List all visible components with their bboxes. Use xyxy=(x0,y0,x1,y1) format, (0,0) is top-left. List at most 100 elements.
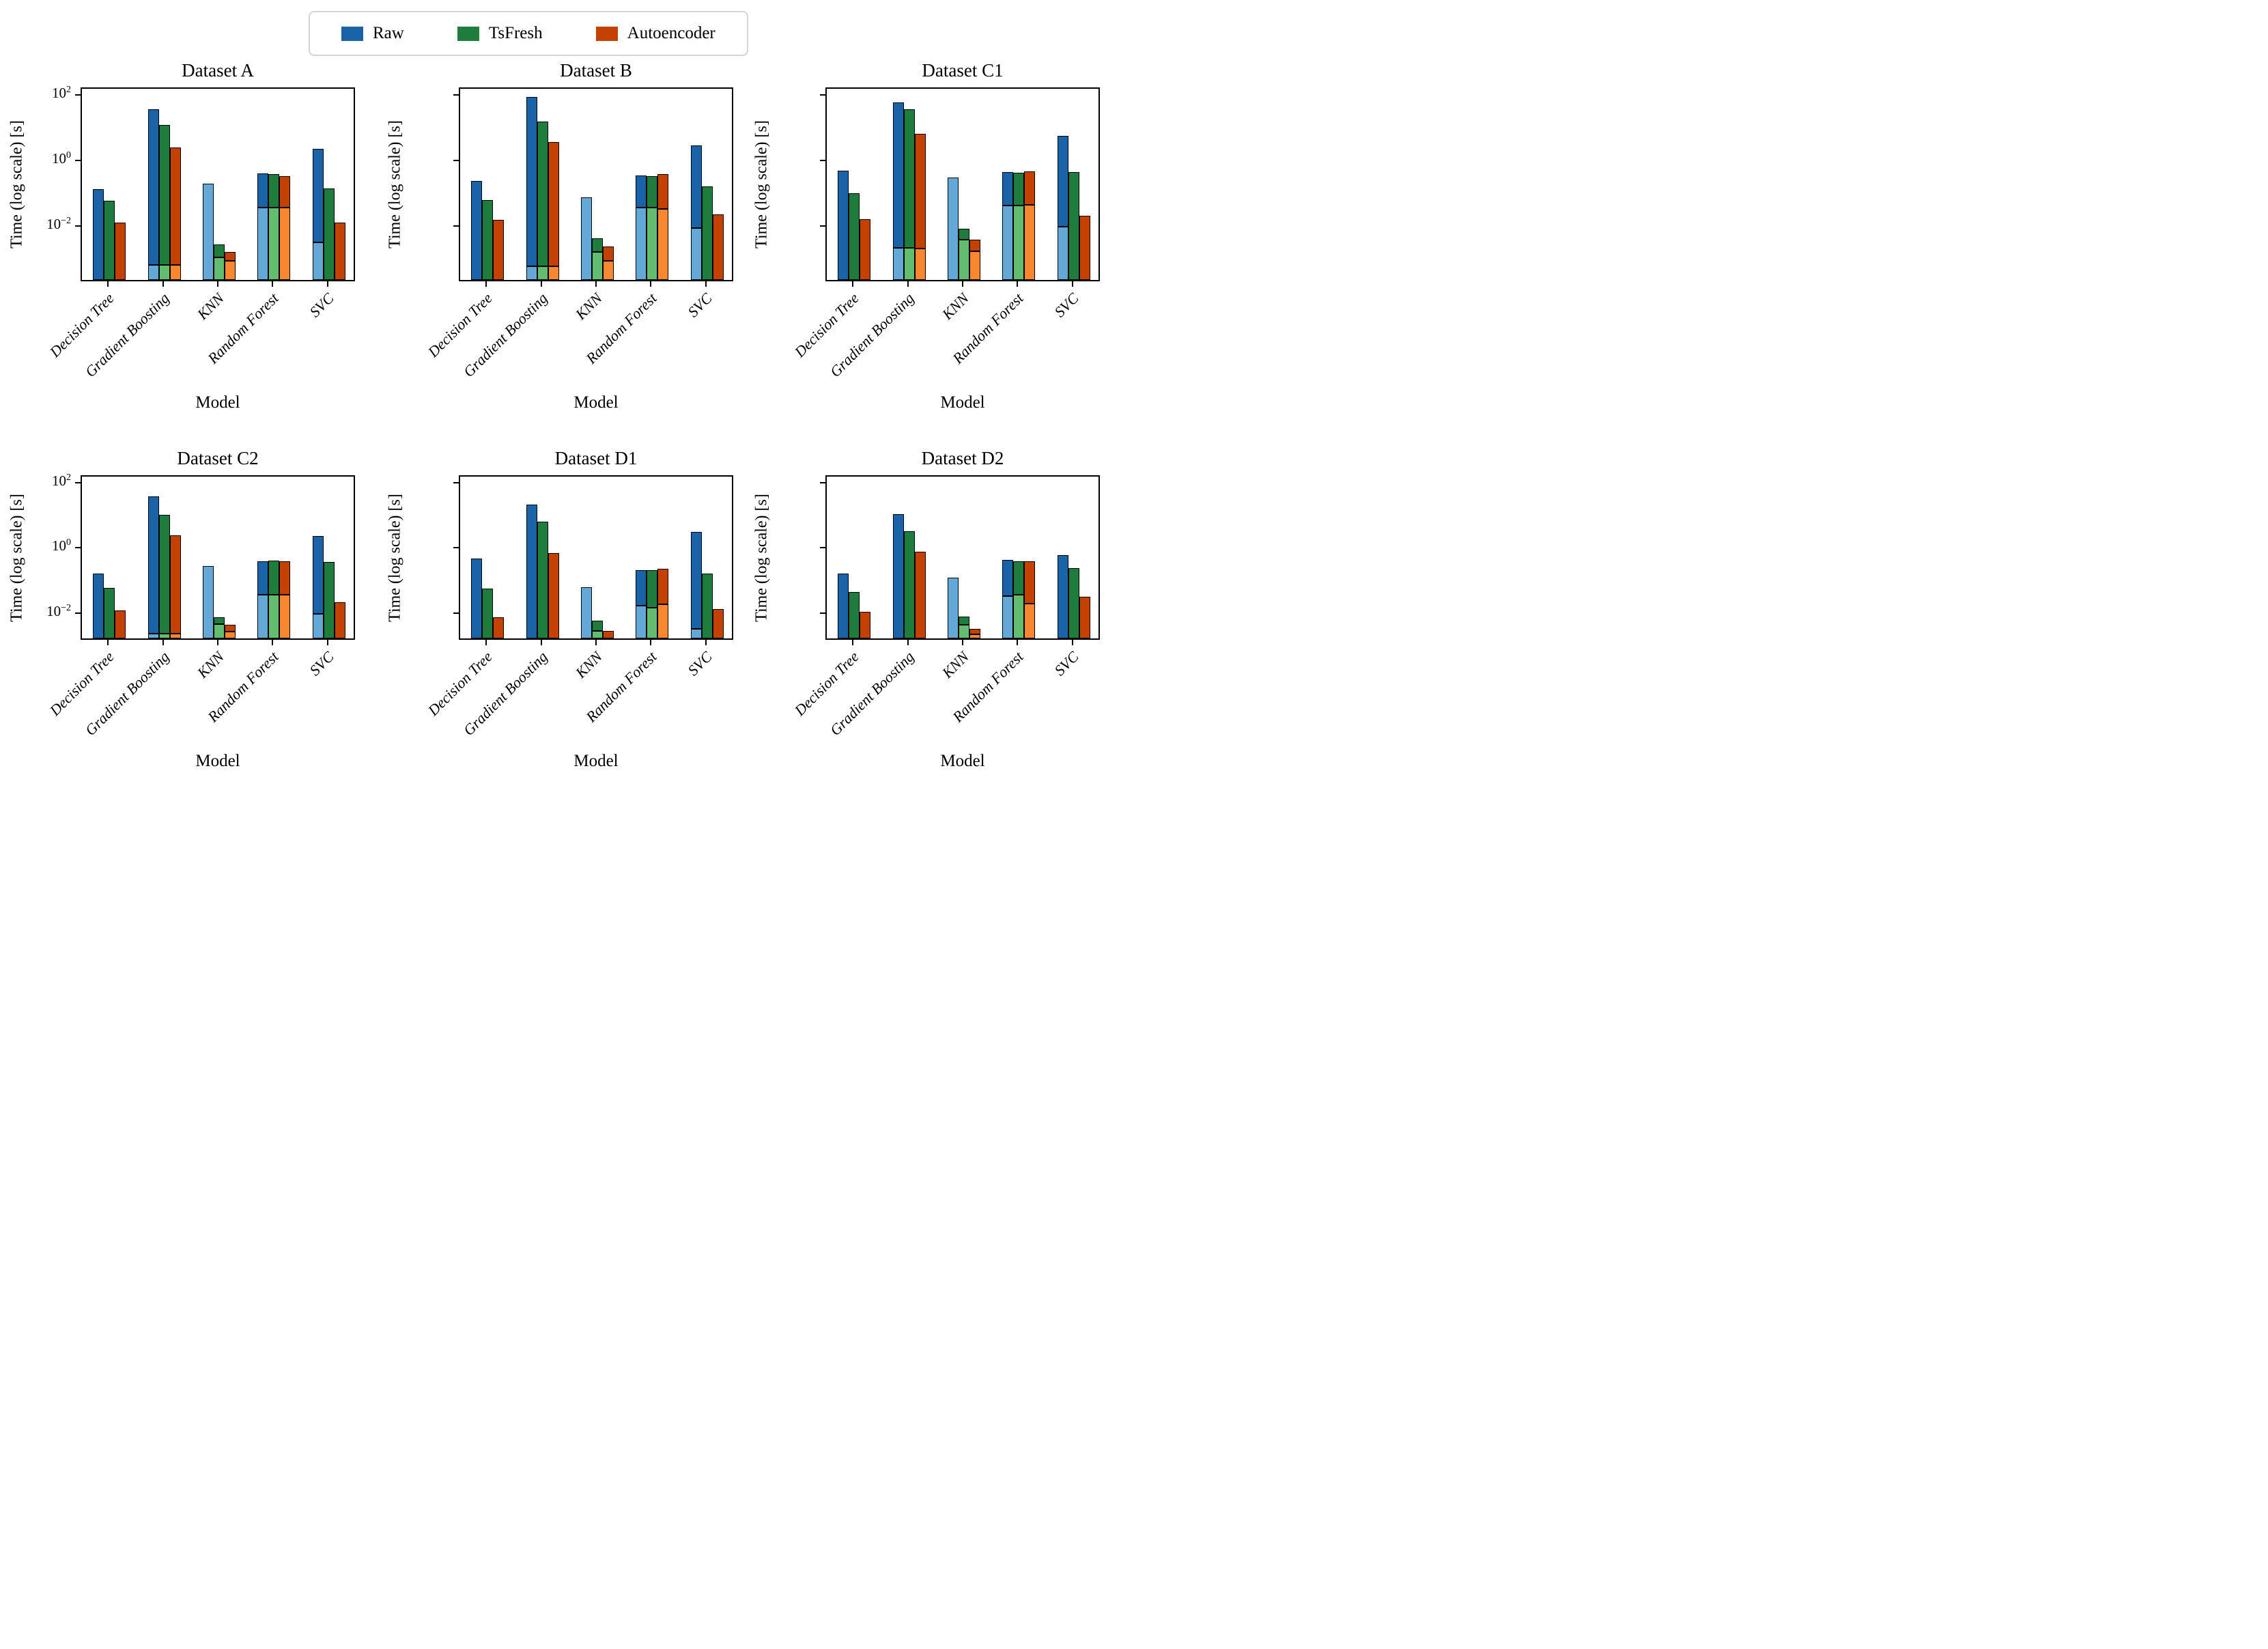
bar-segment-tsfresh-light xyxy=(268,208,280,280)
y-axis-label: Time (log scale) [s] xyxy=(386,493,404,622)
bar-segment-autoencoder xyxy=(657,568,669,604)
bar-segment-raw xyxy=(93,574,104,638)
bar-segment-raw-light xyxy=(257,208,269,280)
bar-segment-tsfresh xyxy=(1068,172,1079,280)
x-axis-label: Model xyxy=(573,393,619,412)
bar-segment-tsfresh xyxy=(482,199,494,280)
x-tick xyxy=(907,281,909,287)
bar-segment-raw-light xyxy=(636,606,647,638)
bar-segment-raw xyxy=(471,180,483,280)
bar-segment-tsfresh-light xyxy=(268,595,280,638)
bar-segment-raw xyxy=(892,513,904,638)
bar-segment-autoencoder xyxy=(1024,561,1036,604)
bar-segment-raw-light xyxy=(581,197,592,280)
bar-segment-tsfresh xyxy=(268,560,280,595)
bar-segment-autoencoder-light xyxy=(279,595,291,638)
x-tick xyxy=(852,281,854,287)
bar-segment-autoencoder xyxy=(712,214,724,280)
y-tick xyxy=(453,225,459,227)
bar-segment-raw xyxy=(690,145,702,229)
subplot-title: Dataset D2 xyxy=(921,448,1004,468)
legend-label: TsFresh xyxy=(488,24,543,42)
y-tick xyxy=(453,481,459,483)
plot-area xyxy=(825,87,1100,281)
bar-segment-raw-light xyxy=(690,628,702,638)
bar-segment-tsfresh-light xyxy=(1013,595,1025,638)
bar-segment-tsfresh-light xyxy=(592,251,603,280)
y-tick xyxy=(820,547,825,549)
bar-segment-autoencoder-light xyxy=(657,604,669,638)
bar-segment-raw xyxy=(838,573,849,638)
bar-segment-tsfresh-light xyxy=(214,257,225,280)
autoencoder-color-swatch xyxy=(595,26,618,41)
y-tick xyxy=(453,547,459,549)
bar-segment-tsfresh xyxy=(849,193,860,280)
bar-segment-tsfresh xyxy=(323,562,335,638)
x-category-label: SVC xyxy=(306,648,337,679)
bar-segment-raw xyxy=(838,171,849,280)
y-tick xyxy=(75,225,81,227)
bar-segment-tsfresh xyxy=(959,229,969,240)
x-tick xyxy=(485,281,487,287)
x-tick xyxy=(540,640,542,645)
bar-segment-tsfresh xyxy=(214,617,225,625)
bar-segment-raw-light xyxy=(892,247,904,280)
x-axis-label: Model xyxy=(940,752,985,770)
bar-segment-autoencoder xyxy=(493,617,505,638)
bar-segment-tsfresh-light xyxy=(158,634,170,638)
bar-segment-tsfresh-light xyxy=(903,247,915,280)
bar-segment-tsfresh-light xyxy=(537,266,548,280)
figure: Raw TsFresh Autoencoder Dataset A Time (… xyxy=(0,0,1134,825)
x-tick xyxy=(705,281,707,287)
bar-segment-raw xyxy=(636,569,647,606)
bar-segment-tsfresh-light xyxy=(214,624,225,638)
x-tick xyxy=(1017,640,1019,645)
bar-segment-tsfresh xyxy=(903,531,915,638)
bar-segment-tsfresh xyxy=(903,109,915,248)
bar-segment-raw xyxy=(636,175,647,208)
bar-segment-autoencoder xyxy=(969,239,980,251)
bar-segment-tsfresh xyxy=(537,522,548,638)
y-axis-label: Time (log scale) [s] xyxy=(386,120,404,249)
bar-segment-tsfresh xyxy=(701,573,713,638)
bar-segment-autoencoder xyxy=(115,222,126,280)
plot-area xyxy=(81,475,355,640)
bar-segment-autoencoder-light xyxy=(548,266,559,280)
x-axis-label: Model xyxy=(195,393,240,412)
x-tick xyxy=(162,640,164,645)
bar-segment-autoencoder-light xyxy=(169,634,181,638)
bar-segment-raw-light xyxy=(1002,206,1014,280)
bar-segment-autoencoder-light xyxy=(969,634,980,638)
plot-area xyxy=(81,87,355,281)
bar-segment-autoencoder xyxy=(334,602,345,638)
x-tick xyxy=(650,281,652,287)
legend-item-raw: Raw xyxy=(341,24,404,43)
x-tick xyxy=(272,281,274,287)
plot-area xyxy=(459,87,733,281)
bar-segment-tsfresh-light xyxy=(647,608,658,638)
x-tick xyxy=(705,640,707,645)
legend-label: Autoencoder xyxy=(627,24,715,42)
y-tick-label: 100 xyxy=(52,150,71,167)
x-tick xyxy=(326,281,328,287)
bar-segment-raw-light xyxy=(257,595,269,638)
bar-segment-tsfresh-light xyxy=(959,624,969,638)
y-tick xyxy=(453,94,459,96)
x-tick xyxy=(1071,281,1073,287)
bar-segment-raw xyxy=(147,496,159,634)
bar-segment-tsfresh xyxy=(158,125,170,266)
x-tick xyxy=(107,640,109,645)
bar-segment-autoencoder xyxy=(860,611,871,638)
bar-segment-tsfresh-light xyxy=(959,240,969,280)
bar-segment-raw-light xyxy=(1057,226,1068,280)
x-tick xyxy=(485,640,487,645)
bar-segment-tsfresh xyxy=(647,569,658,608)
x-tick xyxy=(595,640,597,645)
x-tick xyxy=(595,281,597,287)
subplot-title: Dataset D1 xyxy=(554,448,638,468)
bar-segment-autoencoder-light xyxy=(1024,205,1036,280)
y-axis-label: Time (log scale) [s] xyxy=(752,493,771,622)
x-tick xyxy=(217,640,218,645)
bar-segment-autoencoder xyxy=(1079,597,1090,638)
bar-segment-autoencoder-light xyxy=(657,209,669,280)
